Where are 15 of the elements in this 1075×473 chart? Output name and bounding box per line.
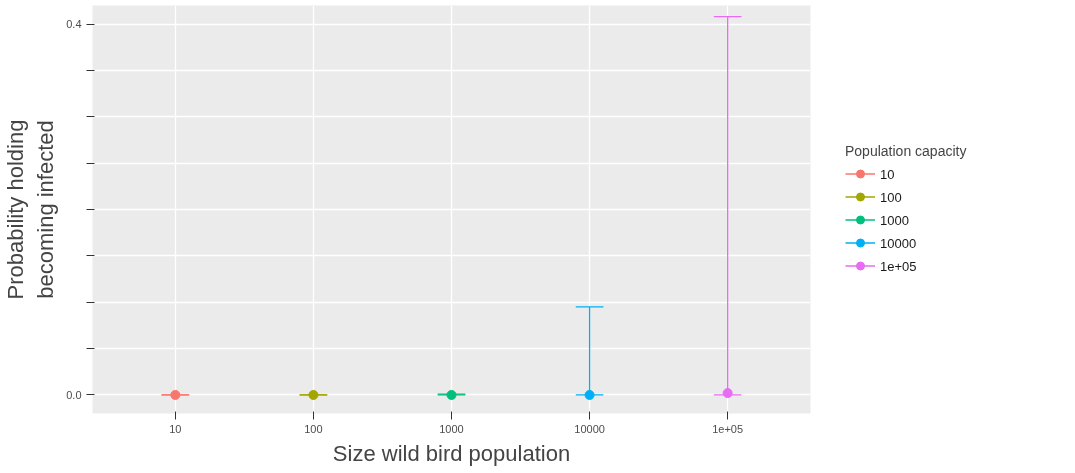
x-tick-label: 10000 bbox=[574, 422, 605, 435]
legend-label: 100 bbox=[880, 189, 902, 204]
x-axis-title: Size wild bird population bbox=[332, 440, 571, 466]
y-tick-label: 0.0 bbox=[66, 388, 82, 401]
x-tick-label: 1000 bbox=[439, 422, 464, 435]
x-tick-label: 1e+05 bbox=[712, 422, 744, 435]
legend-label: 10000 bbox=[880, 235, 917, 250]
y-axis-title: Probability holding becoming infected bbox=[3, 119, 59, 300]
y-tick-label: 0.4 bbox=[66, 18, 82, 31]
legend-label: 10 bbox=[880, 166, 896, 181]
x-tick-label: 10 bbox=[169, 422, 182, 435]
legend-title: Population capacity bbox=[845, 142, 967, 159]
legend-label: 1000 bbox=[880, 212, 909, 227]
legend-label: 1e+05 bbox=[880, 258, 917, 273]
x-tick-label: 100 bbox=[304, 422, 323, 435]
